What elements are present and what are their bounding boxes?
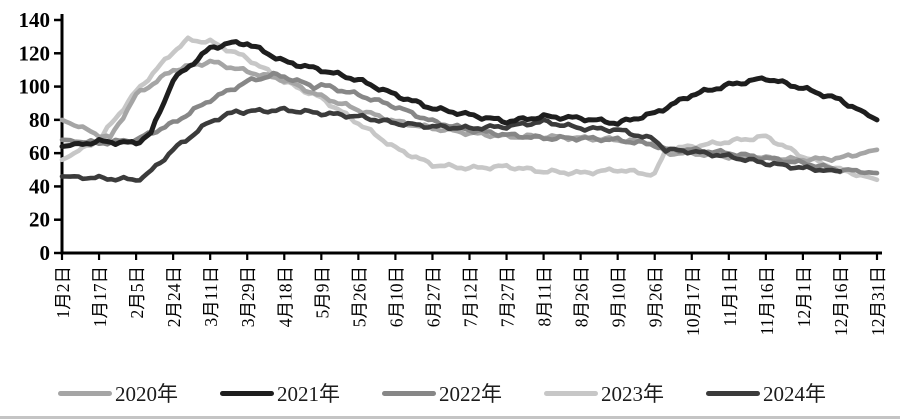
legend-line-swatch <box>706 390 760 396</box>
x-axis-tick-label: 6月27日 <box>423 266 443 327</box>
x-axis-tick-label: 2月5日 <box>127 266 147 319</box>
x-axis-tick-label: 6月10日 <box>386 266 406 327</box>
y-axis-tick-label: 40 <box>29 174 50 198</box>
legend-line-swatch <box>220 390 274 396</box>
legend-label: 2024年 <box>763 382 826 406</box>
y-axis-tick-label: 80 <box>29 108 50 132</box>
legend-label: 2021年 <box>277 382 340 406</box>
x-axis-tick-label: 5月9日 <box>312 266 332 319</box>
x-axis-tick-label: 5月26日 <box>349 266 369 327</box>
legend-label: 2020年 <box>115 382 178 406</box>
legend-item-2022: 2022年 <box>382 378 544 408</box>
legend-line-swatch <box>58 390 112 396</box>
legend-item-2020: 2020年 <box>58 378 220 408</box>
series-line-2021 <box>59 39 880 149</box>
x-axis-tick-label: 12月16日 <box>831 266 851 336</box>
x-axis-tick-label: 8月26日 <box>572 266 592 327</box>
x-axis-tick-label: 10月17日 <box>683 266 703 336</box>
legend-line-swatch <box>544 390 598 396</box>
x-axis-tick-label: 3月29日 <box>238 266 258 327</box>
x-axis-tick-label: 2月24日 <box>164 266 184 327</box>
y-axis-tick-label: 140 <box>19 8 51 32</box>
x-axis-tick-label: 8月11日 <box>535 266 555 327</box>
series-line-2022 <box>59 70 880 176</box>
bottom-divider <box>0 416 900 419</box>
series-line-2024 <box>59 105 843 183</box>
y-axis-tick-label: 60 <box>29 141 50 165</box>
x-axis-tick-label: 3月11日 <box>201 266 221 327</box>
x-axis-tick-label: 12月1日 <box>794 266 814 327</box>
x-axis-tick-label: 7月27日 <box>498 266 518 327</box>
x-axis-tick-label: 7月12日 <box>461 266 481 327</box>
y-axis-tick-label: 20 <box>29 208 50 232</box>
x-axis-tick-label: 4月18日 <box>275 266 295 327</box>
x-axis-tick-label: 11月16日 <box>757 266 777 335</box>
legend-item-2021: 2021年 <box>220 378 382 408</box>
y-axis-tick-label: 100 <box>19 75 51 99</box>
legend-label: 2023年 <box>601 382 664 406</box>
legend-item-2024: 2024年 <box>706 378 868 408</box>
x-axis-tick-label: 11月1日 <box>720 266 740 327</box>
x-axis-tick-label: 9月10日 <box>609 266 629 327</box>
x-axis-tick-label: 1月2日 <box>53 266 73 319</box>
series-line-2020 <box>59 58 880 164</box>
chart-legend: 2020年 2021年 2022年 2023年 2024年 <box>58 378 868 408</box>
x-axis-tick-label: 12月31日 <box>868 266 888 336</box>
legend-line-swatch <box>382 390 436 396</box>
legend-label: 2022年 <box>439 382 502 406</box>
y-axis-tick-label: 120 <box>19 41 51 65</box>
x-axis-tick-label: 1月17日 <box>90 266 110 327</box>
series-line-2023 <box>59 35 880 183</box>
x-axis-tick-label: 9月26日 <box>646 266 666 327</box>
y-axis-tick-label: 0 <box>40 241 51 265</box>
legend-item-2023: 2023年 <box>544 378 706 408</box>
